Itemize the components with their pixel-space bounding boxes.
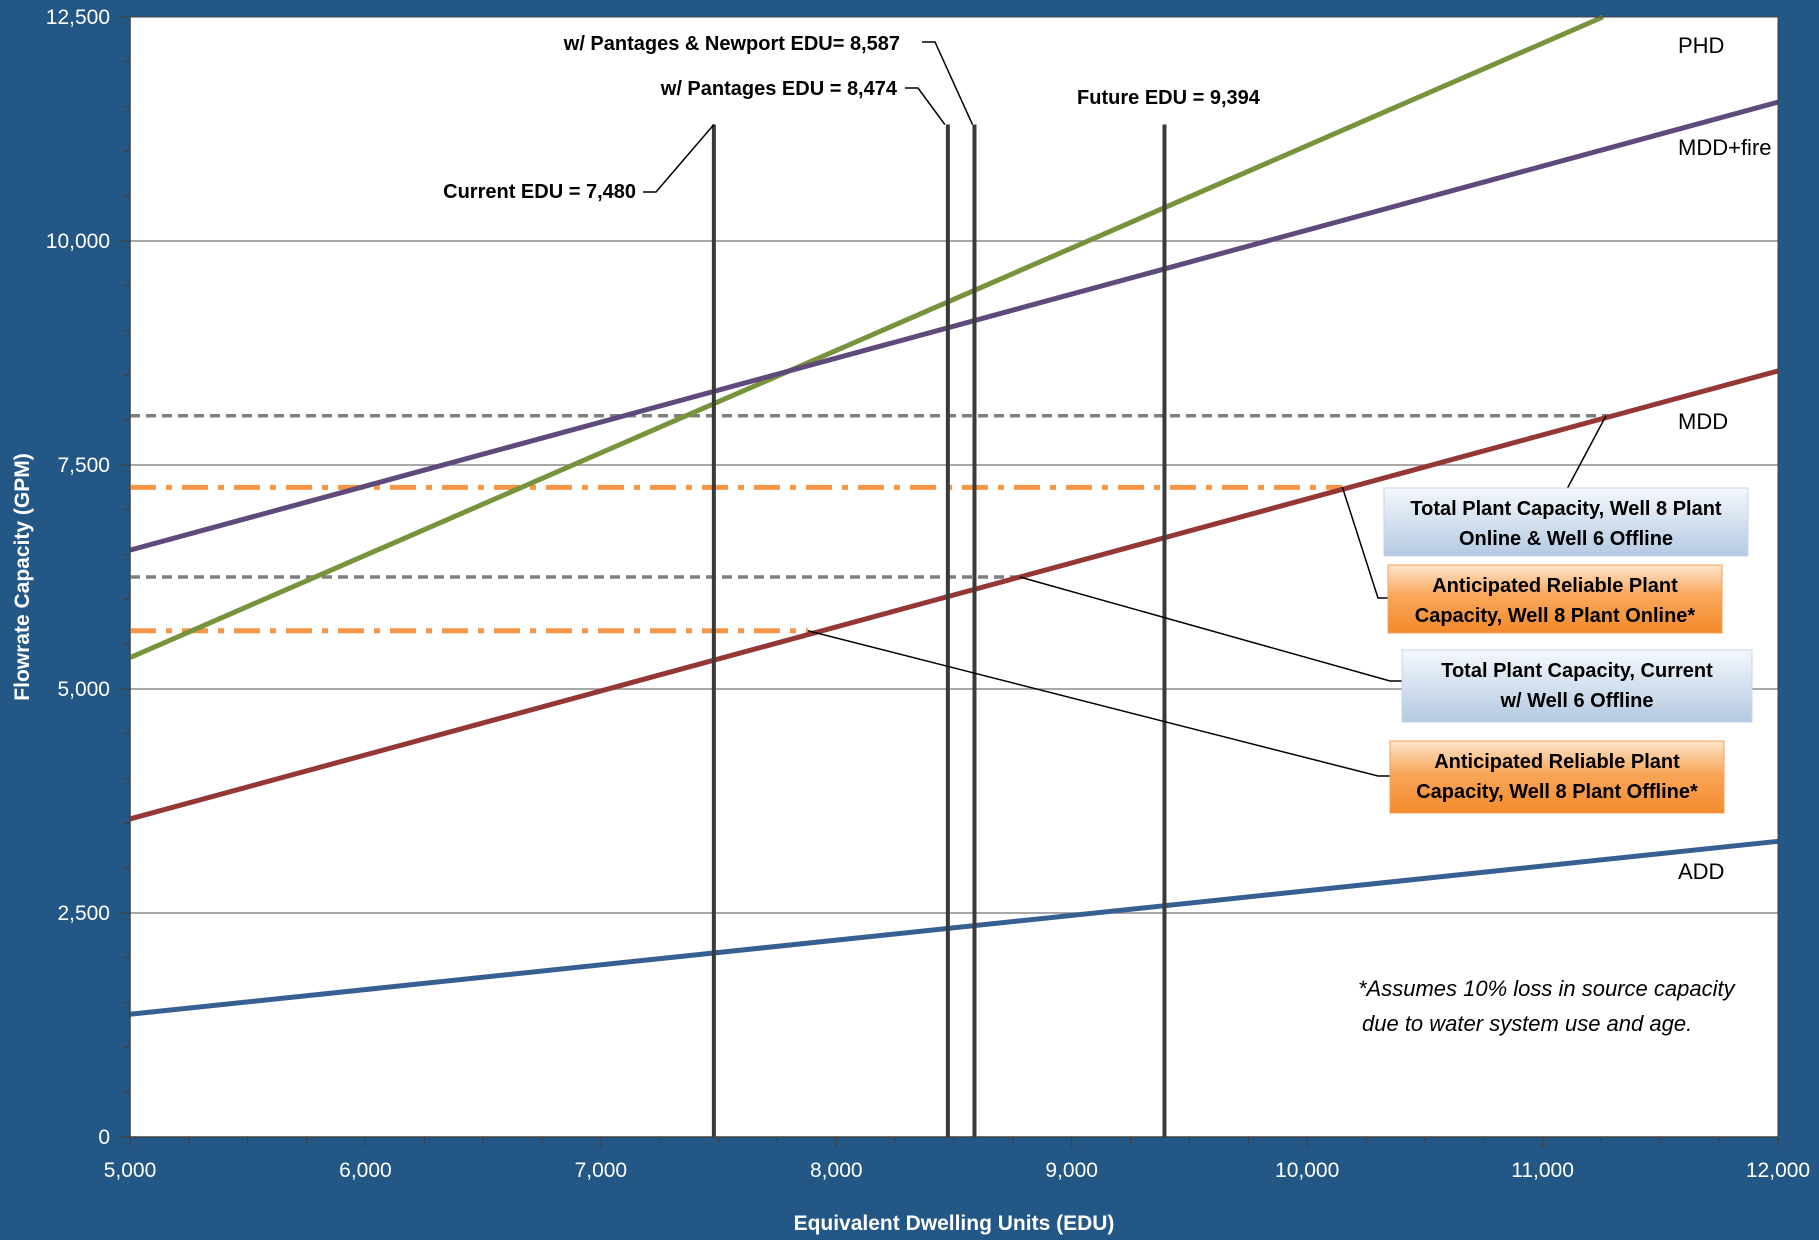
callout-leader-line xyxy=(1341,487,1388,599)
edu-leader-line xyxy=(643,124,715,193)
x-tick-label: 10,000 xyxy=(1275,1159,1339,1182)
x-tick-label: 7,000 xyxy=(575,1159,628,1182)
y-tick-label: 5,000 xyxy=(57,678,110,701)
x-tick-label: 11,000 xyxy=(1511,1159,1574,1182)
callout-box xyxy=(1401,649,1753,723)
callout-box xyxy=(1387,564,1723,634)
x-tick-label: 8,000 xyxy=(810,1159,863,1182)
series-label: MDD xyxy=(1678,409,1728,434)
series-line-phd xyxy=(129,14,1604,660)
leader-lines xyxy=(643,41,1607,777)
callout-text: Capacity, Well 8 Plant Offline* xyxy=(1416,781,1698,803)
callout-box xyxy=(1389,740,1725,814)
chart-text: 0 2,500 5,000 7,500 10,000 12,500 5,000 6,000 7,… xyxy=(11,6,1810,1235)
edu-marker-label: w/ Pantages EDU = 8,474 xyxy=(660,78,898,100)
x-tick-label: 5,000 xyxy=(104,1159,157,1182)
callout-leader-line xyxy=(1566,415,1607,490)
series-lines xyxy=(129,14,1779,1017)
series-label: ADD xyxy=(1678,859,1724,884)
series-label: MDD+fire xyxy=(1678,135,1772,160)
series-line-mdd-fire xyxy=(129,99,1779,553)
callout-text: Capacity, Well 8 Plant Online* xyxy=(1415,605,1696,627)
callout-text: Total Plant Capacity, Well 8 Plant xyxy=(1410,498,1722,520)
edu-marker-label: w/ Pantages & Newport EDU= 8,587 xyxy=(563,33,900,55)
callout-text: Anticipated Reliable Plant xyxy=(1434,751,1680,773)
callout-leader-line xyxy=(1019,576,1402,682)
plot-border xyxy=(129,16,1779,1138)
x-tick-label: 12,000 xyxy=(1746,1159,1810,1182)
y-tick-label: 0 xyxy=(98,1126,110,1149)
callout-text: w/ Well 6 Offline xyxy=(1500,690,1654,712)
y-tick-label: 2,500 xyxy=(57,902,110,925)
x-tick-label: 9,000 xyxy=(1045,1159,1098,1182)
footnote-line: due to water system use and age. xyxy=(1362,1011,1692,1036)
footnote-line: *Assumes 10% loss in source capacity xyxy=(1358,976,1737,1001)
edu-markers xyxy=(711,124,1167,1137)
capacity-lines xyxy=(130,413,1609,634)
x-tick-label: 6,000 xyxy=(339,1159,392,1182)
edu-leader-line xyxy=(905,87,946,125)
x-axis-title: Equivalent Dwelling Units (EDU) xyxy=(794,1212,1115,1235)
callout-text: Online & Well 6 Offline xyxy=(1459,528,1673,550)
y-tick-label: 7,500 xyxy=(57,454,110,477)
edu-marker-label: Current EDU = 7,480 xyxy=(443,181,636,203)
edu-marker-label: Future EDU = 9,394 xyxy=(1077,87,1261,109)
callout-box xyxy=(1383,487,1749,557)
callout-text: Anticipated Reliable Plant xyxy=(1432,575,1678,597)
edu-leader-line xyxy=(922,41,974,125)
callout-text: Total Plant Capacity, Current xyxy=(1441,660,1713,682)
callout-leader-line xyxy=(807,630,1390,777)
series-line-mdd xyxy=(129,368,1779,822)
y-tick-label: 10,000 xyxy=(46,230,110,253)
gridlines xyxy=(130,240,1778,914)
series-line-add xyxy=(129,838,1779,1017)
callouts xyxy=(1383,487,1753,814)
series-label: PHD xyxy=(1678,33,1724,58)
y-axis-title: Flowrate Capacity (GPM) xyxy=(11,453,34,700)
y-tick-label: 12,500 xyxy=(46,6,110,29)
